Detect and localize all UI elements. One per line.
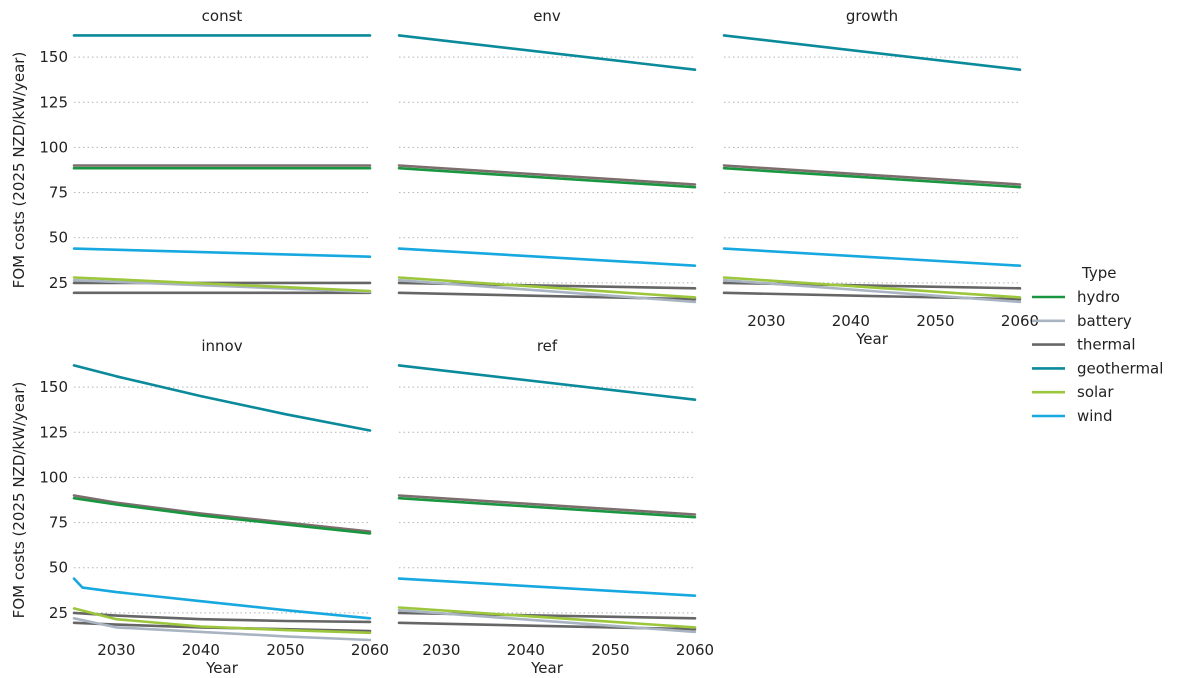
x-axis-title: Year: [855, 330, 889, 348]
panel-title: ref: [537, 337, 558, 355]
y-axis-title: FOM costs (2025 NZD/kW/year): [10, 382, 28, 619]
x-tick-label: 2040: [182, 641, 220, 659]
y-tick-label: 100: [39, 468, 68, 486]
series-line-hydro-2: [397, 496, 697, 519]
panel-title: const: [202, 7, 243, 25]
series-line-hydro-2: [72, 496, 372, 535]
x-tick-label: 2050: [266, 641, 304, 659]
legend-label-solar: solar: [1077, 383, 1114, 401]
facet-panel-const: const 25 50 75 100 125 150 FOM costs (2025 NZD/…: [10, 7, 372, 295]
panel-title: growth: [846, 7, 898, 25]
x-tick-label: 2040: [507, 641, 545, 659]
series-line-thermal-1: [722, 164, 1022, 186]
facet-panel-env: env: [397, 7, 697, 304]
x-tick-label: 2050: [591, 641, 629, 659]
series-line-geothermal-0: [72, 364, 372, 432]
series-line-wind-3: [397, 577, 697, 597]
y-tick-label: 125: [39, 93, 68, 111]
legend-label-wind: wind: [1077, 407, 1112, 425]
series-line-wind-3: [72, 577, 372, 620]
series-line-solar-6: [397, 606, 697, 629]
y-tick-label: 75: [49, 184, 68, 202]
y-tick-label: 150: [39, 378, 68, 396]
series-line-solar-6: [722, 276, 1022, 299]
y-axis-title: FOM costs (2025 NZD/kW/year): [10, 52, 28, 289]
series-line-wind-3: [397, 247, 697, 267]
series-line-geothermal-0: [397, 34, 697, 71]
series-line-battery-4: [72, 617, 372, 642]
series-line-solar-6: [72, 276, 372, 293]
x-tick-label: 2060: [1001, 312, 1039, 330]
facet-panel-ref: ref 2030 2040 2050 2060 Year: [397, 337, 714, 677]
x-axis-title: Year: [205, 659, 239, 677]
x-tick-label: 2030: [747, 312, 785, 330]
series-line-geothermal-0: [397, 364, 697, 401]
y-tick-label: 125: [39, 423, 68, 441]
legend-label-hydro: hydro: [1077, 288, 1120, 306]
legend-title: Type: [1081, 264, 1116, 282]
x-tick-label: 2030: [97, 641, 135, 659]
series-line-wind-3: [72, 247, 372, 258]
series-line-battery-4: [397, 278, 697, 304]
y-tick-label: 150: [39, 48, 68, 66]
y-tick-label: 50: [49, 559, 68, 577]
x-tick-label: 2060: [676, 641, 714, 659]
x-tick-label: 2030: [422, 641, 460, 659]
series-line-solar-6: [397, 276, 697, 299]
series-line-hydro-2: [722, 166, 1022, 189]
facet-panel-growth: growth 2030 2040 2050 2060 Year: [722, 7, 1039, 348]
y-tick-label: 100: [39, 138, 68, 156]
facet-panel-innov: innov 25 50 75 100 125 150 2030 2040 2050 2060 Year…: [10, 337, 389, 677]
series-line-wind-3: [722, 247, 1022, 267]
x-axis-title: Year: [530, 659, 564, 677]
series-line-battery-4: [722, 278, 1022, 304]
series-line-battery-4: [397, 608, 697, 634]
legend: Type hydro battery thermal geothermal solar wi…: [1032, 264, 1163, 425]
series-line-thermal-1: [397, 164, 697, 186]
y-tick-label: 25: [49, 604, 68, 622]
y-tick-label: 75: [49, 514, 68, 532]
x-tick-label: 2060: [351, 641, 389, 659]
legend-label-geothermal: geothermal: [1077, 359, 1163, 377]
panel-title: env: [533, 7, 561, 25]
y-tick-label: 50: [49, 229, 68, 247]
x-tick-label: 2040: [832, 312, 870, 330]
series-line-solar-6: [72, 607, 372, 635]
legend-label-thermal: thermal: [1077, 336, 1136, 354]
series-line-hydro-2: [397, 166, 697, 189]
legend-label-battery: battery: [1077, 312, 1132, 330]
series-line-thermal-1: [72, 494, 372, 533]
panel-title: innov: [201, 337, 242, 355]
x-tick-label: 2050: [916, 312, 954, 330]
series-line-geothermal-0: [722, 34, 1022, 71]
y-tick-label: 25: [49, 274, 68, 292]
series-line-thermal-1: [397, 494, 697, 516]
